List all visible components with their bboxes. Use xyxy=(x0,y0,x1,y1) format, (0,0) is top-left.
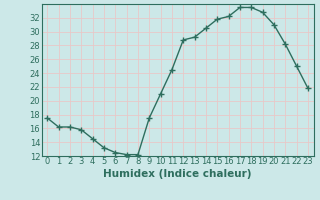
X-axis label: Humidex (Indice chaleur): Humidex (Indice chaleur) xyxy=(103,169,252,179)
